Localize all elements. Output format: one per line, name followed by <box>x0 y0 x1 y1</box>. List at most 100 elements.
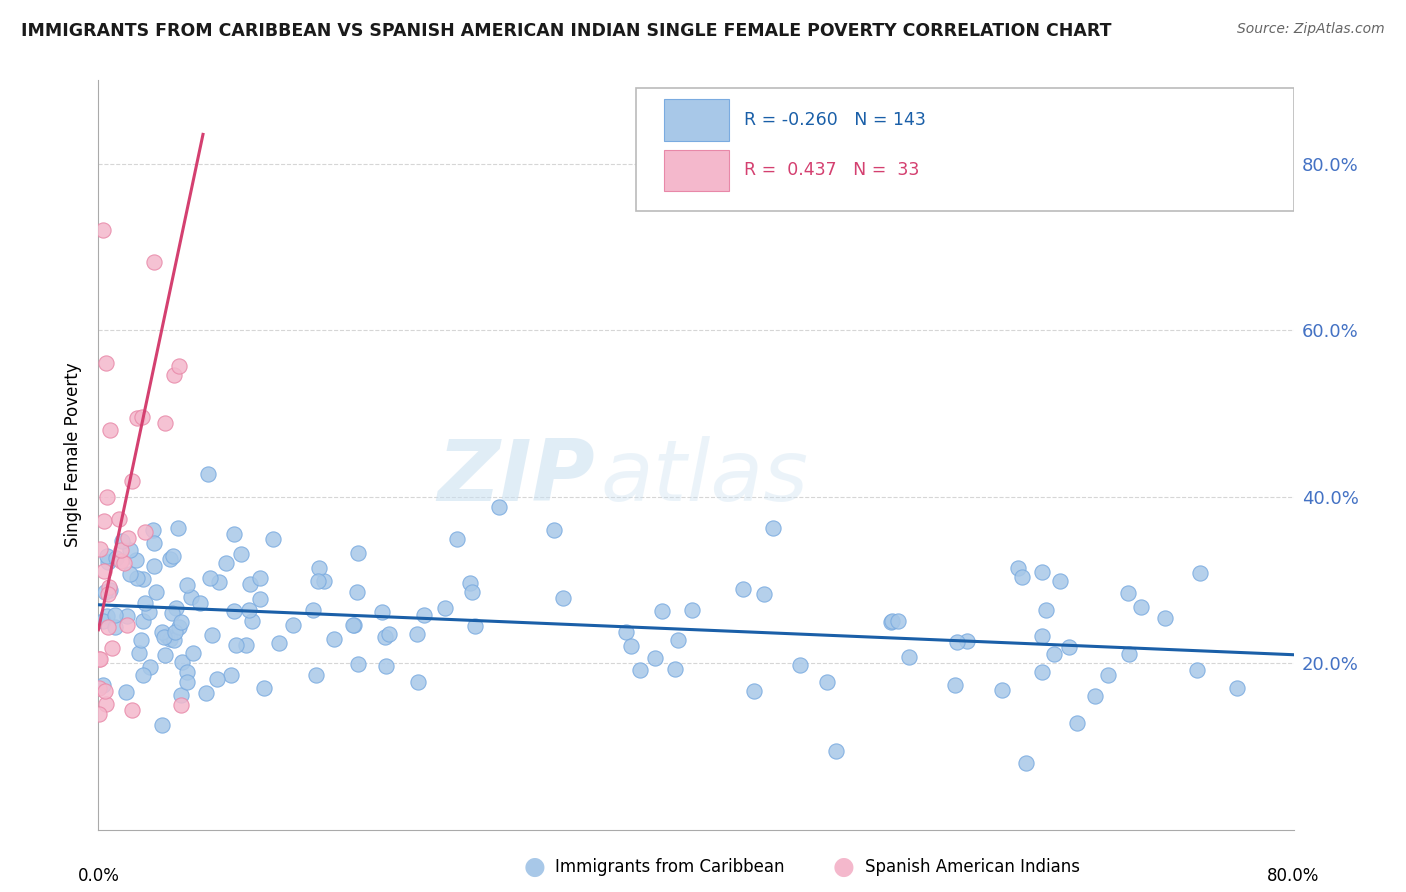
Point <box>269 636 291 650</box>
Point <box>163 368 186 382</box>
Point <box>370 606 392 620</box>
Point <box>170 688 193 702</box>
Point <box>1031 566 1053 580</box>
Point <box>93 564 115 578</box>
Point <box>96 608 118 623</box>
Point <box>188 596 211 610</box>
Point <box>176 665 198 679</box>
Point <box>91 223 114 237</box>
Point <box>305 668 328 682</box>
Point <box>98 423 122 437</box>
Point <box>138 605 160 619</box>
Point <box>115 618 138 632</box>
FancyBboxPatch shape <box>637 87 1294 211</box>
Text: Source: ZipAtlas.com: Source: ZipAtlas.com <box>1237 22 1385 37</box>
Point <box>215 556 238 570</box>
Point <box>180 590 202 604</box>
Text: R = -0.260   N = 143: R = -0.260 N = 143 <box>744 111 925 129</box>
Point <box>197 467 219 481</box>
Point <box>170 655 193 669</box>
Point <box>752 587 775 601</box>
Point <box>167 521 190 535</box>
Point <box>377 626 399 640</box>
Point <box>731 582 754 597</box>
Point <box>1187 663 1209 677</box>
Point <box>946 634 969 648</box>
Text: atlas: atlas <box>600 436 808 519</box>
Point <box>1057 640 1080 654</box>
Point <box>249 571 271 585</box>
Point <box>143 254 166 268</box>
Point <box>943 677 966 691</box>
Point <box>761 521 783 535</box>
Point <box>1189 566 1212 581</box>
Text: Immigrants from Caribbean: Immigrants from Caribbean <box>555 858 785 876</box>
Text: ZIP: ZIP <box>437 436 595 519</box>
Point <box>235 638 257 652</box>
Point <box>312 574 335 589</box>
Point <box>1084 690 1107 704</box>
Point <box>887 614 910 628</box>
Point <box>374 658 396 673</box>
Point <box>413 608 436 623</box>
Point <box>614 624 637 639</box>
Point <box>825 744 848 758</box>
Point <box>1066 716 1088 731</box>
Point <box>262 532 284 546</box>
Point <box>89 542 111 557</box>
Point <box>98 582 121 597</box>
Point <box>342 618 364 632</box>
Point <box>104 607 127 622</box>
Point <box>156 629 179 643</box>
Point <box>1049 574 1071 588</box>
Point <box>89 707 111 722</box>
Point <box>628 663 651 677</box>
Point <box>97 587 120 601</box>
Point <box>224 527 246 541</box>
Point <box>94 683 117 698</box>
Point <box>1097 668 1119 682</box>
Point <box>142 523 165 537</box>
Point <box>742 684 765 698</box>
Point <box>89 651 111 665</box>
Point <box>165 601 187 615</box>
Point <box>1043 647 1066 661</box>
Point <box>194 686 217 700</box>
Point <box>374 631 396 645</box>
Point <box>347 546 370 560</box>
Point <box>1225 681 1247 696</box>
Point <box>307 574 329 589</box>
Point <box>96 697 118 711</box>
Point <box>208 575 231 590</box>
Point <box>127 410 149 425</box>
Point <box>238 602 260 616</box>
Point <box>253 681 276 695</box>
Point <box>163 632 186 647</box>
Point <box>162 549 184 563</box>
Point <box>125 553 148 567</box>
Point <box>96 490 118 504</box>
Point <box>176 578 198 592</box>
Point <box>142 536 165 550</box>
Point <box>302 603 325 617</box>
Point <box>183 646 205 660</box>
Point <box>112 556 135 570</box>
Point <box>114 685 136 699</box>
Point <box>93 514 115 528</box>
Point <box>201 628 224 642</box>
Point <box>176 674 198 689</box>
Point <box>434 601 457 615</box>
Point <box>308 561 330 575</box>
Point <box>152 717 174 731</box>
Point <box>108 511 131 525</box>
Point <box>666 633 689 648</box>
Point <box>229 547 252 561</box>
Point <box>239 576 262 591</box>
Bar <box>664 150 730 191</box>
Point <box>129 633 152 648</box>
Point <box>97 555 120 569</box>
Point <box>118 542 141 557</box>
Point <box>1118 647 1140 661</box>
Point <box>815 675 838 690</box>
Point <box>163 624 186 639</box>
